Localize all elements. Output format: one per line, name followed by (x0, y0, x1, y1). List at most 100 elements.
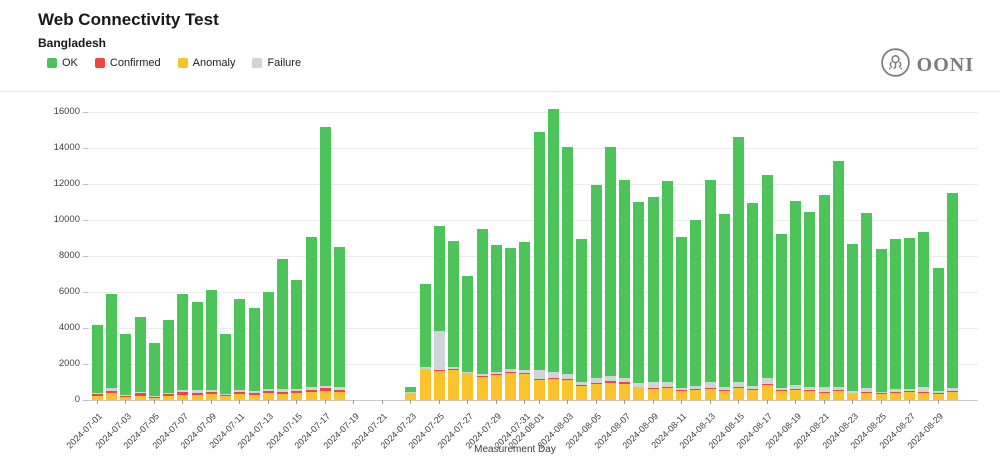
bar-2024-08-23[interactable] (847, 244, 859, 400)
bar-2024-07-25[interactable] (433, 226, 445, 400)
bar-2024-08-19[interactable] (790, 201, 802, 400)
bar-segment-confirmed (861, 392, 873, 393)
bar-segment-confirmed (134, 393, 146, 396)
bar-2024-08-05[interactable] (590, 184, 602, 400)
bar-2024-08-16[interactable] (747, 202, 759, 400)
bar-2024-07-23[interactable] (405, 386, 417, 400)
bar-segment-confirmed (790, 389, 802, 391)
bar-2024-08-10[interactable] (661, 181, 673, 400)
bar-2024-07-28[interactable] (476, 229, 488, 400)
bar-2024-07-30[interactable] (505, 247, 517, 400)
bar-2024-07-09[interactable] (205, 290, 217, 400)
bar-segment-ok (505, 247, 517, 370)
bar-2024-08-22[interactable] (832, 160, 844, 400)
bar-2024-07-08[interactable] (191, 301, 203, 400)
x-tick (681, 400, 683, 404)
bar-segment-failure (433, 330, 445, 371)
bar-segment-confirmed (106, 391, 118, 393)
bar-2024-07-01[interactable] (91, 325, 103, 400)
bar-segment-ok (120, 334, 132, 395)
bar-segment-ok (718, 213, 730, 387)
bar-2024-07-06[interactable] (163, 319, 175, 400)
bar-segment-ok (419, 283, 431, 367)
legend-item-ok: OK (47, 57, 78, 69)
bar-2024-07-04[interactable] (134, 317, 146, 400)
bar-segment-confirmed (647, 388, 659, 390)
bar-segment-ok (220, 334, 232, 394)
bar-segment-failure (462, 371, 474, 373)
bar-segment-failure (747, 385, 759, 390)
bar-segment-confirmed (932, 393, 944, 394)
bar-2024-08-24[interactable] (861, 212, 873, 400)
x-tick (567, 400, 569, 404)
bar-segment-confirmed (448, 368, 460, 371)
bar-2024-07-02[interactable] (106, 293, 118, 400)
bar-2024-08-27[interactable] (904, 238, 916, 400)
bar-segment-failure (419, 366, 431, 369)
bar-segment-failure (106, 388, 118, 392)
bar-2024-08-21[interactable] (818, 194, 830, 400)
x-tick (880, 400, 882, 404)
bar-2024-08-14[interactable] (718, 213, 730, 400)
bar-2024-07-11[interactable] (234, 299, 246, 400)
bar-2024-08-11[interactable] (676, 237, 688, 400)
bar-segment-anomaly (818, 392, 830, 400)
bar-2024-07-29[interactable] (490, 245, 502, 400)
bar-segment-confirmed (889, 392, 901, 393)
bar-segment-confirmed (148, 396, 160, 398)
bar-2024-08-04[interactable] (576, 238, 588, 400)
bar-2024-07-12[interactable] (248, 308, 260, 400)
bar-segment-failure (918, 387, 930, 393)
bar-2024-07-15[interactable] (291, 280, 303, 400)
bar-2024-08-12[interactable] (690, 220, 702, 400)
bar-2024-07-05[interactable] (148, 343, 160, 400)
bar-segment-failure (604, 375, 616, 382)
bar-segment-confirmed (562, 379, 574, 381)
bar-segment-ok (433, 226, 445, 331)
bar-2024-08-13[interactable] (704, 180, 716, 400)
bar-2024-08-30[interactable] (946, 193, 958, 400)
bar-2024-07-18[interactable] (334, 247, 346, 400)
bar-segment-confirmed (262, 390, 274, 393)
x-tick (624, 400, 626, 404)
bar-2024-08-06[interactable] (604, 147, 616, 400)
bar-2024-08-18[interactable] (775, 233, 787, 400)
bar-2024-07-07[interactable] (177, 293, 189, 400)
bar-2024-08-17[interactable] (761, 175, 773, 400)
bar-segment-anomaly (718, 391, 730, 400)
bar-2024-08-26[interactable] (889, 238, 901, 400)
bar-2024-07-31[interactable] (519, 241, 531, 400)
bar-segment-anomaly (191, 394, 203, 400)
x-tick (823, 400, 825, 404)
bar-2024-08-25[interactable] (875, 248, 887, 400)
bar-2024-08-08[interactable] (633, 202, 645, 400)
bar-2024-07-27[interactable] (462, 275, 474, 400)
bar-2024-08-07[interactable] (619, 180, 631, 400)
bar-2024-07-24[interactable] (419, 283, 431, 400)
bar-2024-08-20[interactable] (804, 211, 816, 400)
bar-2024-07-10[interactable] (220, 334, 232, 400)
bar-2024-07-26[interactable] (448, 240, 460, 400)
bar-segment-ok (847, 244, 859, 392)
bar-segment-ok (476, 229, 488, 374)
x-tick (795, 400, 797, 404)
bar-2024-07-03[interactable] (120, 334, 132, 400)
bar-2024-08-28[interactable] (918, 231, 930, 400)
bar-2024-08-03[interactable] (562, 147, 574, 400)
bar-segment-failure (448, 366, 460, 369)
bar-2024-08-09[interactable] (647, 196, 659, 400)
y-tick-label: 16000 (53, 106, 80, 117)
bar-2024-08-02[interactable] (547, 109, 559, 400)
bar-segment-anomaly (405, 392, 417, 400)
bar-2024-08-01[interactable] (533, 131, 545, 400)
bar-2024-07-13[interactable] (262, 292, 274, 400)
bar-segment-anomaly (918, 392, 930, 400)
bar-2024-07-17[interactable] (319, 127, 331, 400)
bar-2024-08-29[interactable] (932, 267, 944, 400)
bar-2024-08-15[interactable] (733, 137, 745, 400)
bar-2024-07-14[interactable] (277, 258, 289, 400)
bar-2024-07-16[interactable] (305, 237, 317, 400)
failure-swatch (252, 58, 263, 68)
ok-swatch (47, 58, 57, 68)
bar-segment-failure (761, 377, 773, 384)
